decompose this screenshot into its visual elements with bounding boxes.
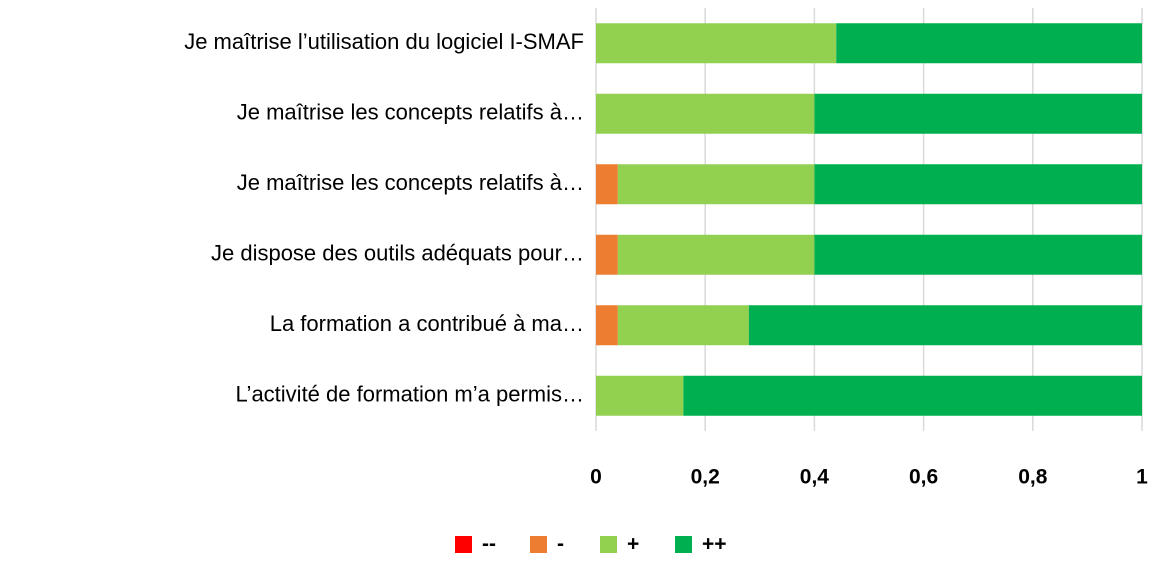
y-tick-label: Je maîtrise les concepts relatifs à…: [237, 100, 584, 125]
legend-label: --: [482, 533, 496, 556]
bar-segment: [596, 234, 618, 275]
x-tick-label: 0,4: [800, 466, 830, 489]
bar-segment: [596, 375, 684, 416]
bar-segment: [596, 23, 837, 64]
y-tick-label: Je maîtrise les concepts relatifs à…: [237, 170, 584, 195]
legend-swatch: [530, 536, 547, 553]
y-tick-label: L’activité de formation m’a permis…: [236, 382, 584, 407]
bar-segment: [617, 164, 815, 205]
bar-segment: [748, 305, 1142, 346]
y-tick-label: Je maîtrise l’utilisation du logiciel I-…: [184, 29, 584, 54]
bar-segment: [617, 234, 815, 275]
bar-segment: [596, 93, 815, 134]
x-tick-label: 0: [590, 466, 602, 489]
x-tick-label: 1: [1136, 466, 1148, 489]
bar-segment: [683, 375, 1142, 416]
legend-label: ++: [702, 533, 727, 556]
legend-swatch: [675, 536, 692, 553]
legend-swatch: [455, 536, 472, 553]
y-tick-label: Je dispose des outils adéquats pour…: [211, 241, 584, 266]
bar-segment: [814, 164, 1142, 205]
y-tick-label: La formation a contribué à ma…: [270, 311, 584, 336]
x-tick-label: 0,2: [691, 466, 720, 489]
x-tick-label: 0,6: [909, 466, 938, 489]
bar-segment: [814, 234, 1142, 275]
bar-segment: [814, 93, 1142, 134]
legend-swatch: [600, 536, 617, 553]
x-tick-label: 0,8: [1018, 466, 1048, 489]
bar-segment: [596, 164, 618, 205]
bar-segment: [836, 23, 1142, 64]
bar-segment: [617, 305, 749, 346]
bar-segment: [596, 305, 618, 346]
legend-label: +: [627, 533, 639, 556]
legend-label: -: [557, 533, 564, 556]
